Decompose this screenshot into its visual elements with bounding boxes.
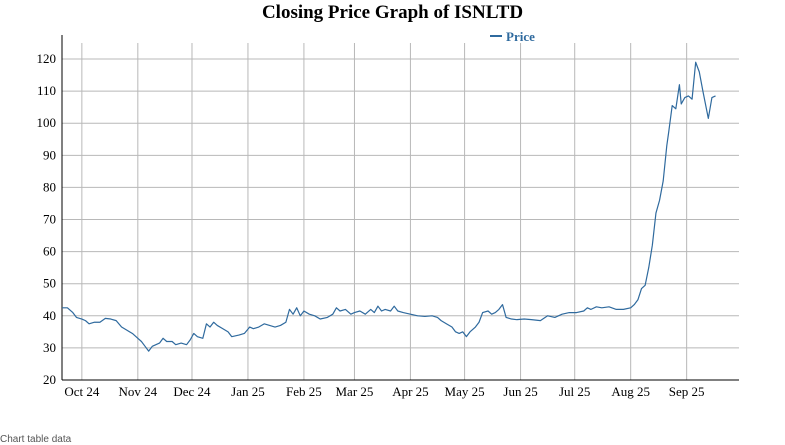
y-tick-label: 20 [43, 372, 56, 387]
x-tick-label: Jan 25 [231, 384, 265, 399]
y-tick-label: 30 [43, 340, 56, 355]
price-series-line [62, 61, 716, 352]
y-tick-label: 90 [43, 147, 56, 162]
y-tick-label: 80 [43, 179, 56, 194]
x-tick-label: Jun 25 [503, 384, 537, 399]
legend-label: Price [506, 29, 535, 44]
y-tick-label: 70 [43, 212, 56, 227]
x-tick-label: Feb 25 [286, 384, 322, 399]
grid-lines [62, 43, 739, 381]
x-tick-label: Dec 24 [173, 384, 211, 399]
x-tick-label: Aug 25 [611, 384, 650, 399]
x-tick-label: May 25 [445, 384, 485, 399]
y-tick-label: 120 [37, 51, 57, 66]
y-tick-label: 110 [37, 83, 56, 98]
x-tick-label: Mar 25 [336, 384, 374, 399]
footer-text: Chart table data [0, 434, 72, 445]
y-tick-label: 60 [43, 244, 56, 259]
x-tick-label: Oct 24 [64, 384, 100, 399]
x-tick-label: Sep 25 [669, 384, 705, 399]
x-tick-label: Jul 25 [559, 384, 590, 399]
x-tick-label: Apr 25 [392, 384, 428, 399]
x-tick-label: Nov 24 [119, 384, 158, 399]
chart-title: Closing Price Graph of ISNLTD [261, 2, 524, 23]
y-tick-label: 40 [43, 308, 56, 323]
series-layer [62, 61, 716, 352]
tick-labels: 20 30 40 50 60 70 80 90 100 110 120 Oct 24 Nov 24 Dec… [37, 51, 705, 399]
legend: Price [490, 29, 535, 44]
axes [61, 35, 739, 381]
y-tick-label: 100 [37, 115, 57, 130]
y-tick-label: 50 [43, 276, 56, 291]
price-line-chart: 20 30 40 50 60 70 80 90 100 110 120 Oct 24 Nov 24 Dec… [37, 29, 739, 399]
